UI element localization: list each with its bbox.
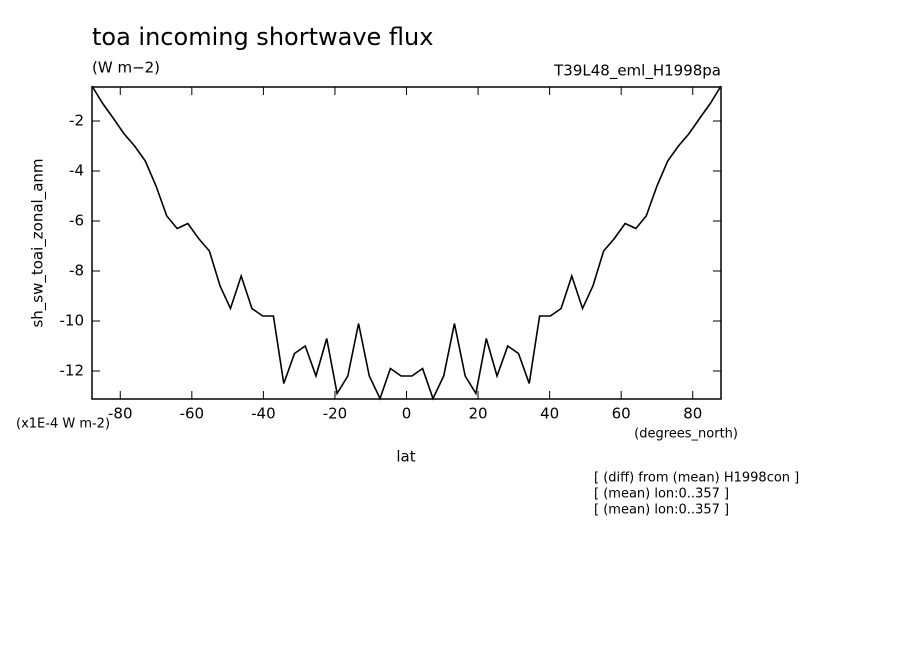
data-line [91, 85, 722, 401]
x-tick-label: 60 [612, 405, 631, 423]
note: [ (mean) lon:0..357 ] [594, 503, 729, 518]
note: [ (diff) from (mean) H1998con ] [594, 471, 799, 486]
y-axis-label: sh_sw_toai_zonal_anm [29, 158, 48, 327]
x-tick-label: 20 [469, 405, 488, 423]
x-tick-label: -80 [108, 405, 133, 423]
y-tick-label: -2 [69, 112, 84, 130]
x-tick-label: 80 [683, 405, 702, 423]
y-tick-label: -10 [60, 312, 85, 330]
note: [ (mean) lon:0..357 ] [594, 487, 729, 502]
y-tick-label: -6 [69, 212, 84, 230]
plot-frame [91, 86, 722, 400]
y-tick-label: -8 [69, 262, 84, 280]
chart-title: toa incoming shortwave flux [92, 23, 433, 51]
x-tick-label: -20 [323, 405, 348, 423]
x-axis-label: lat [396, 448, 415, 466]
x-tick-label: 40 [540, 405, 559, 423]
x-tick-label: 0 [402, 405, 412, 423]
x-tick-label: -60 [180, 405, 205, 423]
y-unit: (x1E-4 W m-2) [16, 417, 110, 432]
y-tick-label: -4 [69, 162, 84, 180]
x-tick-label: -40 [251, 405, 276, 423]
run-label: T39L48_eml_H1998pa [553, 62, 721, 81]
subtitle: (W m−2) [92, 59, 160, 77]
x-unit: (degrees_north) [634, 427, 738, 442]
y-tick-label: -12 [60, 362, 85, 380]
